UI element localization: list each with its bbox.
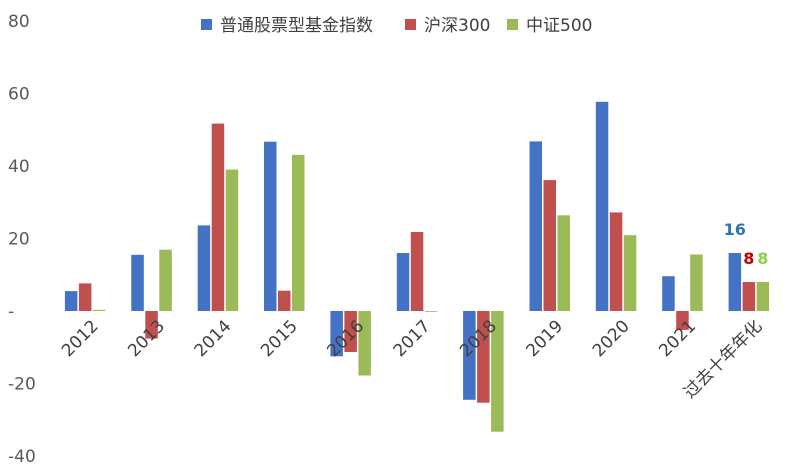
- bar-1-2018: [463, 311, 476, 400]
- bar-3-2020: [623, 235, 637, 311]
- bar-1-2015: [264, 141, 277, 311]
- bar-1-过去十年年化: [728, 253, 742, 311]
- bar-3-2016: [358, 311, 371, 376]
- x-tick-label: 2015: [257, 316, 302, 361]
- x-tick-label: 2017: [390, 316, 435, 361]
- bar-2-2019: [543, 180, 556, 311]
- x-tick-label: 2019: [523, 316, 568, 361]
- bar-3-2019: [557, 215, 570, 311]
- bar-3-2014: [225, 169, 239, 311]
- y-tick-label: 80: [8, 12, 30, 32]
- x-axis: 2012 2013 2014 2015 2016 2017 2018 2019 2020 2021…: [58, 316, 766, 402]
- bar-1-2021: [662, 276, 675, 311]
- bar-2-2021: [676, 311, 689, 330]
- x-tick-label: 2012: [58, 316, 103, 361]
- data-labels: 168 8: [724, 220, 769, 268]
- y-tick-label: 20: [8, 230, 30, 250]
- bar-1-2019: [529, 141, 542, 311]
- legend: 普通股票型基金指数 沪深300 中证500: [201, 16, 592, 36]
- legend-label-series-1: 普通股票型基金指数: [220, 16, 373, 36]
- y-tick-label: -40: [8, 447, 36, 467]
- bar-1-2014: [197, 225, 211, 311]
- x-tick-label: 2020: [589, 316, 634, 361]
- bar-1-2013: [131, 254, 144, 311]
- legend-swatch-series-2: [405, 19, 416, 30]
- bar-3-2018: [491, 311, 504, 432]
- bar-3-2015: [292, 154, 305, 311]
- bar-2-2017: [410, 232, 424, 311]
- bar-1-2012: [64, 291, 78, 311]
- legend-swatch-series-3: [507, 19, 518, 30]
- y-tick-label: -20: [8, 375, 36, 395]
- y-tick-label: 60: [8, 85, 30, 105]
- bar-1-2017: [396, 253, 410, 311]
- legend-label-series-3: 中证500: [526, 16, 592, 36]
- data-label: 16: [724, 220, 746, 239]
- data-label: 8: [743, 249, 754, 268]
- bar-3-2013: [159, 249, 172, 311]
- bars: [64, 101, 770, 432]
- bar-2-2015: [278, 290, 291, 311]
- bar-2-2018: [477, 311, 490, 403]
- bar-3-2017: [424, 311, 438, 312]
- bar-3-2021: [690, 254, 703, 311]
- bar-3-过去十年年化: [756, 282, 770, 311]
- legend-swatch-series-1: [201, 19, 212, 30]
- bar-1-2016: [330, 311, 343, 357]
- bar-2-2016: [344, 311, 357, 352]
- y-tick-label: -: [8, 302, 14, 322]
- bar-2-2014: [211, 123, 225, 311]
- bar-2-2012: [78, 283, 92, 311]
- y-tick-label: 40: [8, 157, 30, 177]
- legend-label-series-2: 沪深300: [424, 16, 490, 36]
- bar-3-2012: [92, 309, 106, 311]
- data-label: 8: [757, 249, 768, 268]
- x-tick-label: 2014: [191, 316, 236, 361]
- bar-2-过去十年年化: [742, 282, 756, 311]
- bar-2-2020: [609, 212, 623, 311]
- bar-1-2020: [595, 101, 609, 311]
- bar-2-2013: [145, 311, 158, 339]
